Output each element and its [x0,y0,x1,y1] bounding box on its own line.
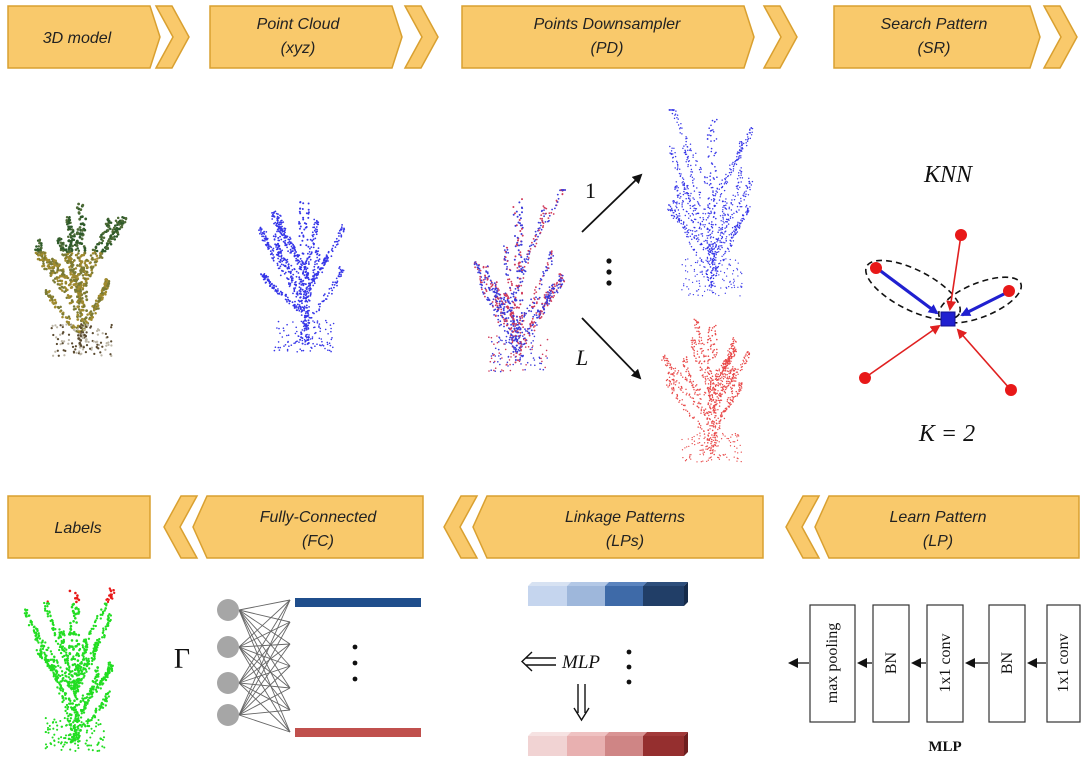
ellipsis-dot [626,679,632,685]
red-feature-vector [528,732,688,756]
output-bar-blue [295,598,421,607]
ellipsis-dot [626,664,632,670]
downsampler-arrows: 1 L [575,173,643,380]
banner-points-downsampler: Points Downsampler (PD) [461,5,798,69]
block-label: 1x1 conv [1055,633,1072,692]
banner-labels: Labels [7,495,151,559]
ellipsis-dot [606,269,612,275]
block-conv [1046,604,1081,723]
downsampled-cloud-1-image [667,109,754,297]
block-label: max pooling [824,623,841,703]
gamma-symbol: Γ [174,644,190,675]
banner-sublabel: (SR) [918,40,951,57]
blue-arrow [877,267,939,315]
banner-label: Point Cloud [257,16,341,33]
chevron-icon [443,495,479,559]
learn-pattern-mlp: max pooling BN 1x1 conv BN 1x1 conv MLP [788,604,1081,755]
chevron-icon [762,5,798,69]
banner-sublabel: (LP) [923,533,953,550]
linkage-feature-blocks: MLP [520,582,688,756]
block-max-pooling [809,604,856,723]
red-arrow [956,328,1011,390]
blue-feature-vector [528,582,688,606]
banner-label: Fully-Connected [260,509,378,526]
input-node [217,704,239,726]
arrow-to-first-sample [581,173,643,233]
neighbor-point [1005,384,1017,396]
bottom-banner-row: Learn Pattern (LP) Linkage Patterns (LPs… [7,495,1080,559]
knn-diagram: KNN K = 2 [859,162,1023,447]
block-label: BN [999,651,1016,674]
banner-sublabel: (FC) [302,533,334,550]
chevron-icon [154,5,190,69]
point-cloud-blue-image [258,201,346,353]
k-value-label: K = 2 [918,421,975,447]
block-bn [872,604,910,723]
blue-arrow [960,290,1009,317]
neighbor-point [870,262,882,274]
banner-search-pattern: Search Pattern (SR) [833,5,1078,69]
fc-network: Γ [174,598,421,737]
fc-connections [238,599,291,733]
ellipsis-dot [606,258,612,264]
banner-sublabel: (xyz) [281,40,316,57]
sample-index-first: 1 [585,178,596,203]
red-arrow [865,324,941,378]
block-bn [988,604,1026,723]
red-arrow [946,234,962,311]
block-conv [926,604,964,723]
block-label: 1x1 conv [937,633,954,692]
block-label: BN [883,651,900,674]
banner-learn-pattern: Learn Pattern (LP) [785,495,1080,559]
banner-sublabel: (LPs) [606,533,644,550]
neighbor-ellipse-left [864,259,962,321]
plant-3d-model-image [34,202,128,358]
arrow-to-last-sample [581,317,642,380]
banner-label: Search Pattern [881,16,988,33]
banner-sublabel: (PD) [591,40,624,57]
ellipsis-dot [606,280,612,286]
neighbor-point [1003,285,1015,297]
center-point [940,311,956,327]
labeled-cloud-image [23,587,116,753]
output-bar-red [295,728,421,737]
double-arrow-down-icon [573,684,590,722]
top-banner-row: 3D model Point Cloud (xyz) Points Downsa… [7,5,1078,69]
banner-linkage-patterns: Linkage Patterns (LPs) [443,495,764,559]
ellipsis-dot [352,676,358,682]
neighbor-point [859,372,871,384]
neighbor-point [955,229,967,241]
double-arrow-left-icon [520,651,556,672]
downsampled-cloud-L-image [661,318,751,463]
chevron-icon [785,495,821,559]
point-cloud-mixed-image [473,189,567,373]
input-node [217,672,239,694]
banner-label: Learn Pattern [890,509,987,526]
chevron-icon [403,5,439,69]
banner-label: Points Downsampler [534,16,681,33]
banner-label: Linkage Patterns [565,509,685,526]
input-node [217,636,239,658]
banner-fully-connected: Fully-Connected (FC) [163,495,424,559]
neighbor-ellipse-right [937,276,1023,324]
chevron-icon [163,495,199,559]
mlp-caption: MLP [928,739,961,755]
sample-index-last: L [575,345,588,370]
ellipsis-dot [352,644,358,650]
input-node [217,599,239,621]
knn-title: KNN [923,162,974,188]
chevron-icon [1042,5,1078,69]
banner-point-cloud: Point Cloud (xyz) [209,5,439,69]
banner-label: Labels [54,520,101,537]
banner-3d-model: 3D model [7,5,190,69]
mlp-label: MLP [561,652,600,673]
banner-label: 3D model [43,30,112,47]
ellipsis-dot [626,649,632,655]
ellipsis-dot [352,660,358,666]
